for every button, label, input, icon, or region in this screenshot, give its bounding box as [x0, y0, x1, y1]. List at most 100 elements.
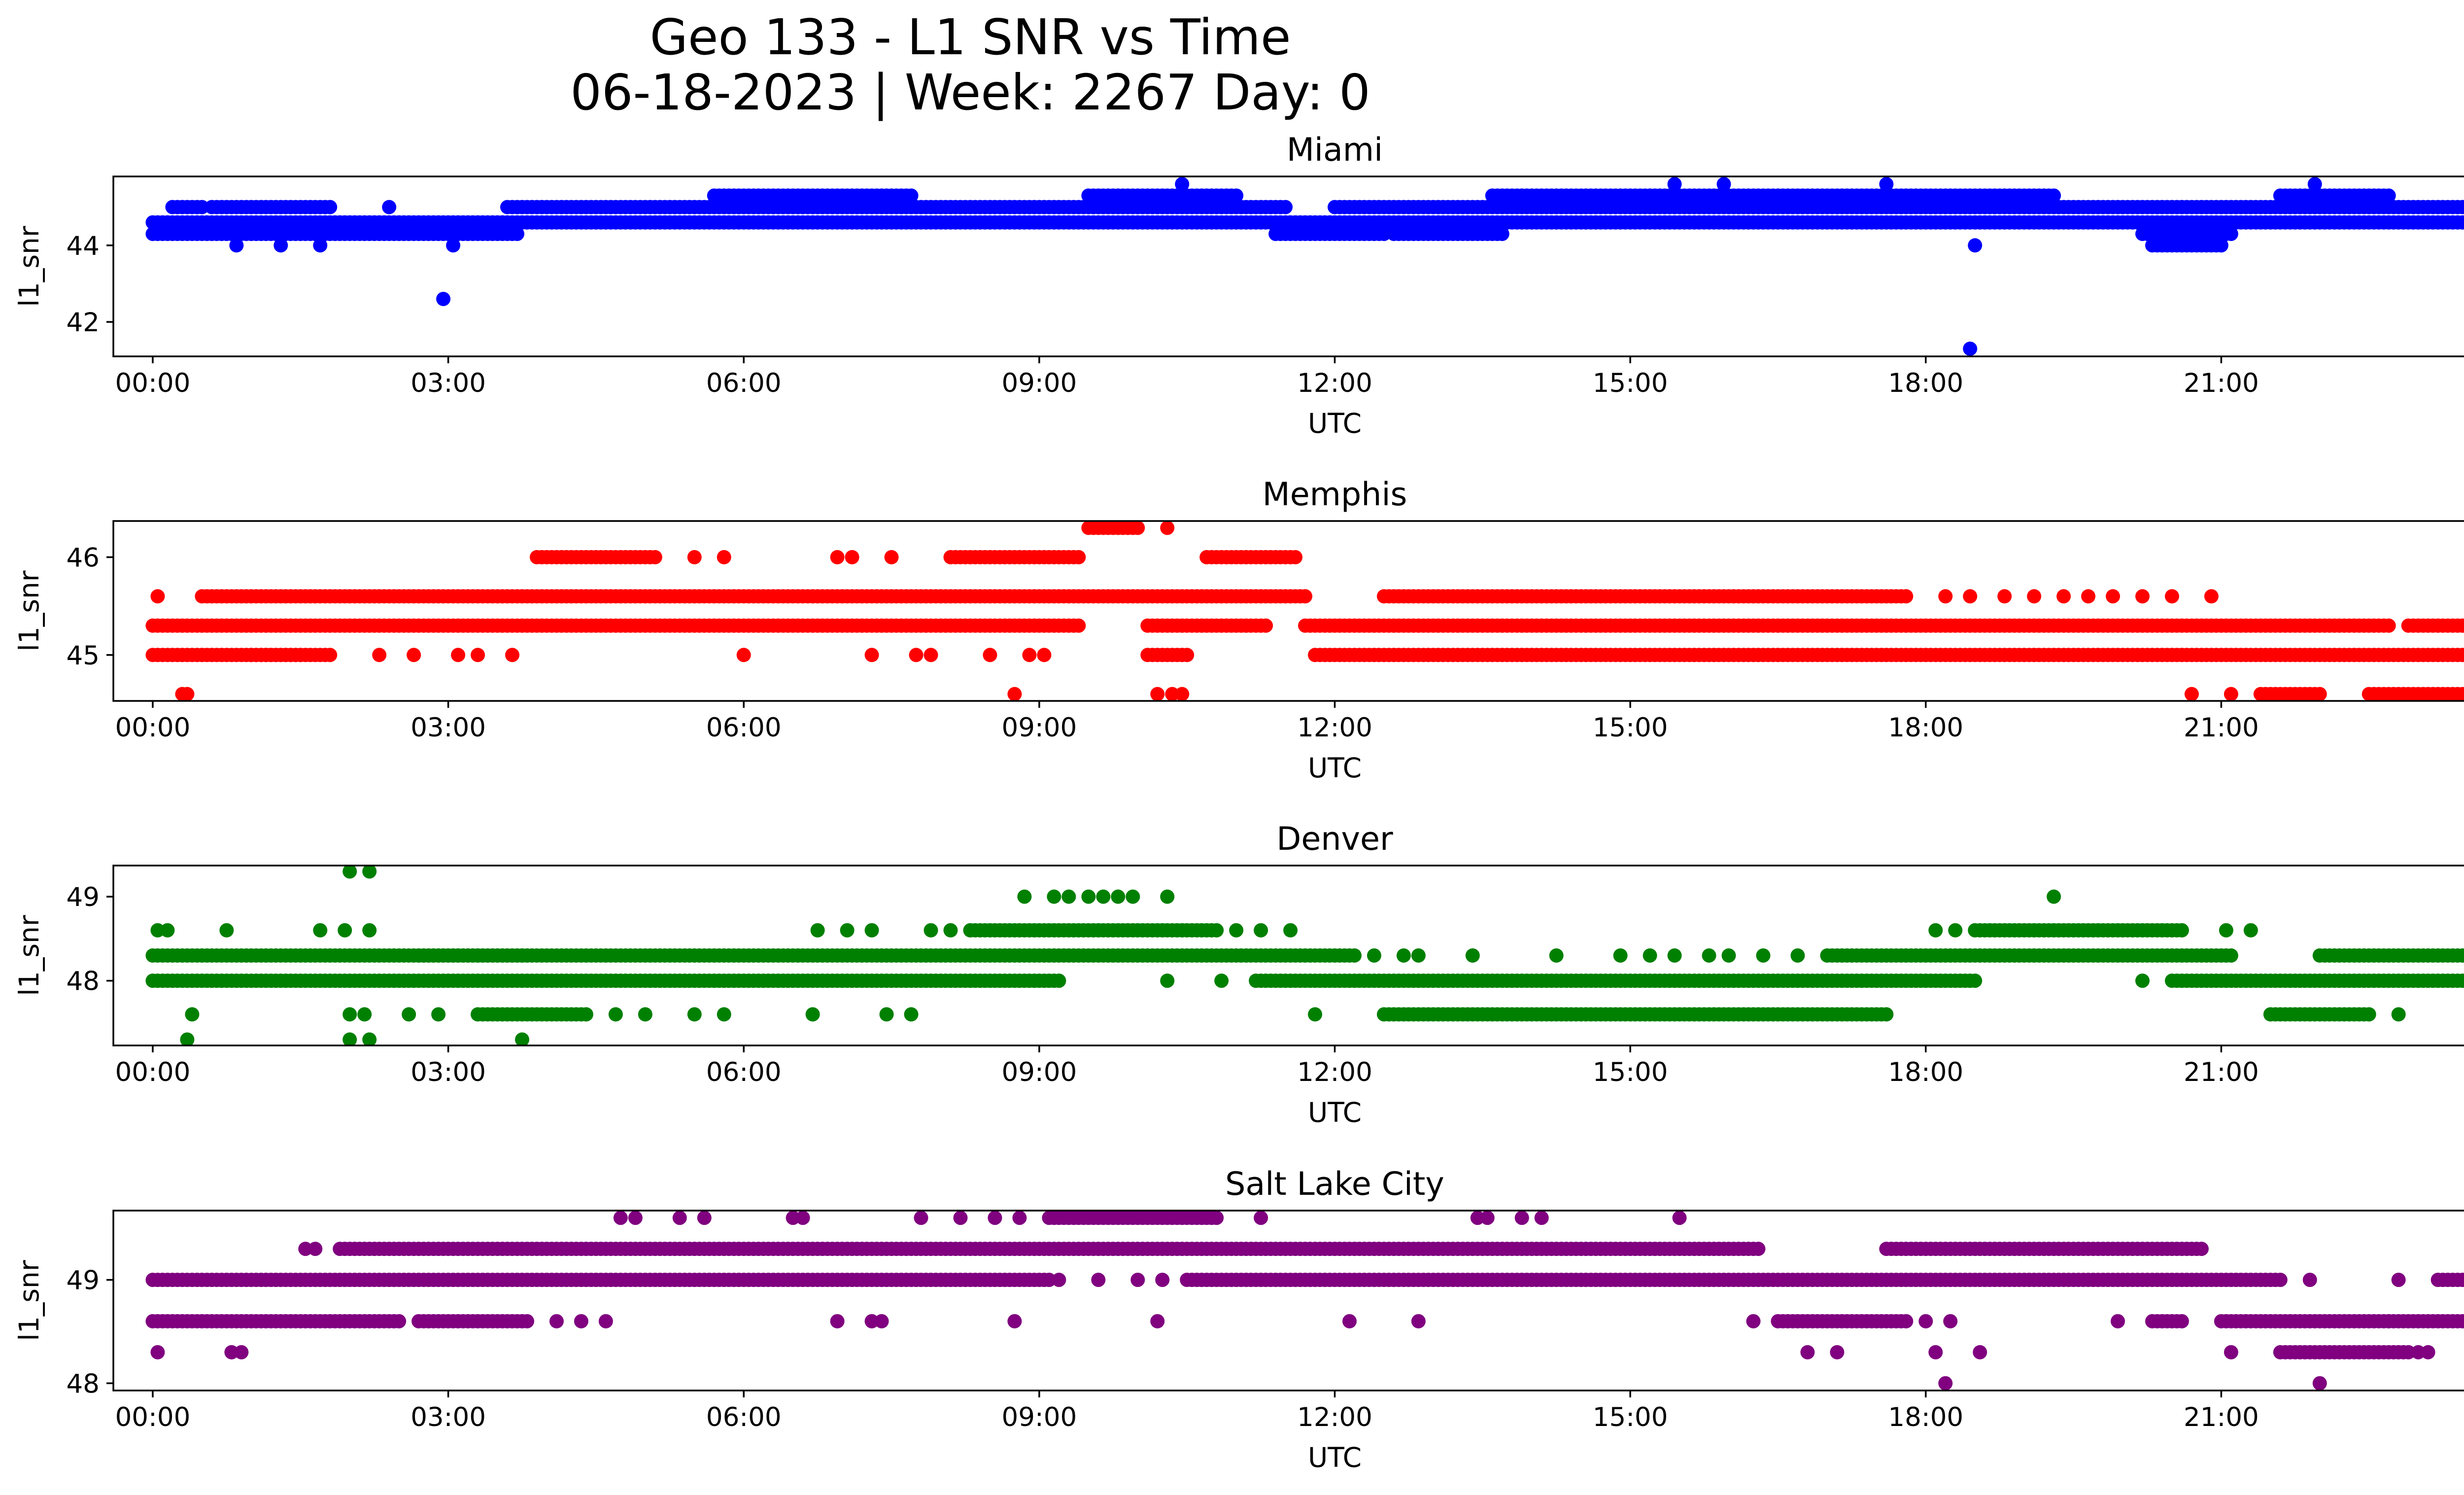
- x-tick-label: 00:00: [115, 368, 191, 398]
- data-point: [924, 648, 938, 662]
- data-point: [2273, 1273, 2288, 1287]
- data-markers: [145, 866, 2464, 1045]
- data-point: [1800, 1345, 1815, 1359]
- data-markers: [145, 521, 2464, 701]
- data-point: [1411, 1314, 1426, 1328]
- data-point: [219, 923, 234, 938]
- data-point: [1534, 1211, 1549, 1225]
- data-point: [786, 1211, 800, 1225]
- x-tick-label: 09:00: [1001, 713, 1077, 743]
- data-point: [1130, 1273, 1145, 1287]
- data-point: [874, 1314, 889, 1328]
- data-point: [1298, 589, 1313, 604]
- y-tick-label: 48: [67, 967, 100, 997]
- data-point: [2047, 188, 2061, 203]
- data-point: [1180, 648, 1195, 662]
- data-point: [1702, 948, 1716, 963]
- data-point: [451, 648, 466, 662]
- data-point: [1943, 1314, 1958, 1328]
- data-point: [402, 1007, 416, 1022]
- data-point: [1790, 948, 1805, 963]
- data-point: [229, 238, 244, 253]
- data-point: [342, 1032, 357, 1045]
- data-point: [2460, 201, 2464, 213]
- data-point: [1879, 1007, 1894, 1022]
- data-point: [1037, 648, 1052, 662]
- data-point: [1047, 889, 1061, 904]
- data-point: [2312, 687, 2327, 701]
- data-point: [1061, 889, 1076, 904]
- data-point: [943, 923, 958, 938]
- y-tick-label: 49: [67, 882, 100, 912]
- data-point: [313, 238, 328, 253]
- x-tick-label: 18:00: [1888, 1057, 1963, 1087]
- data-point: [717, 1007, 731, 1022]
- data-point: [1376, 226, 1391, 241]
- data-point: [1918, 1314, 1933, 1328]
- x-tick-label: 00:00: [115, 1057, 191, 1087]
- x-tick-label: 15:00: [1593, 368, 1668, 398]
- data-point: [983, 648, 997, 662]
- data-point: [2224, 226, 2238, 241]
- data-point: [1928, 923, 1943, 938]
- x-tick-label: 03:00: [411, 1402, 486, 1432]
- data-point: [613, 1211, 628, 1225]
- data-point: [2361, 1007, 2376, 1022]
- data-point: [2056, 589, 2071, 604]
- data-point: [1938, 589, 1953, 604]
- data-point: [687, 1007, 702, 1022]
- y-tick-label: 48: [67, 1369, 100, 1399]
- data-point: [1667, 177, 1682, 192]
- x-tick-label: 09:00: [1001, 368, 1077, 398]
- data-point: [1229, 188, 1244, 203]
- x-tick-label: 15:00: [1593, 1057, 1668, 1087]
- data-point: [638, 1007, 652, 1022]
- data-point: [1396, 948, 1411, 963]
- data-point: [180, 1032, 195, 1045]
- data-point: [687, 550, 702, 564]
- data-point: [830, 550, 845, 564]
- figure-title-line1: Geo 133 - L1 SNR vs Time: [650, 8, 1291, 66]
- data-point: [1470, 1211, 1485, 1225]
- data-point: [234, 1345, 249, 1359]
- data-point: [1613, 948, 1628, 963]
- data-point: [1175, 177, 1190, 192]
- x-axis-label: UTC: [1308, 752, 1362, 784]
- data-point: [2460, 216, 2464, 229]
- data-point: [1938, 1376, 1953, 1391]
- data-point: [1347, 948, 1362, 963]
- data-point: [313, 923, 328, 938]
- data-point: [1899, 1314, 1914, 1328]
- data-point: [1209, 923, 1224, 938]
- data-point: [1973, 1345, 1987, 1359]
- data-point: [407, 648, 421, 662]
- data-point: [2381, 618, 2396, 633]
- data-point: [2047, 889, 2061, 904]
- subplot-title: Miami: [1287, 132, 1383, 169]
- data-point: [2106, 589, 2121, 604]
- data-point: [2214, 238, 2228, 253]
- data-point: [1756, 948, 1771, 963]
- x-tick-label: 03:00: [411, 368, 486, 398]
- data-point: [515, 1032, 529, 1045]
- data-point: [2219, 923, 2233, 938]
- data-point: [2204, 589, 2219, 604]
- data-point: [2135, 589, 2150, 604]
- data-point: [1096, 889, 1111, 904]
- data-point: [1948, 923, 1963, 938]
- data-point: [1342, 1314, 1357, 1328]
- data-point: [830, 1314, 845, 1328]
- data-point: [1830, 1345, 1845, 1359]
- data-point: [1308, 1007, 1323, 1022]
- data-point: [2302, 1273, 2317, 1287]
- data-point: [914, 1211, 928, 1225]
- data-point: [1130, 521, 1145, 535]
- data-point: [864, 648, 879, 662]
- data-point: [672, 1211, 687, 1225]
- data-point: [810, 923, 825, 938]
- data-point: [150, 589, 165, 604]
- y-tick-label: 42: [67, 308, 100, 338]
- x-tick-label: 06:00: [706, 1402, 782, 1432]
- data-point: [1672, 1211, 1687, 1225]
- x-tick-label: 18:00: [1888, 1402, 1963, 1432]
